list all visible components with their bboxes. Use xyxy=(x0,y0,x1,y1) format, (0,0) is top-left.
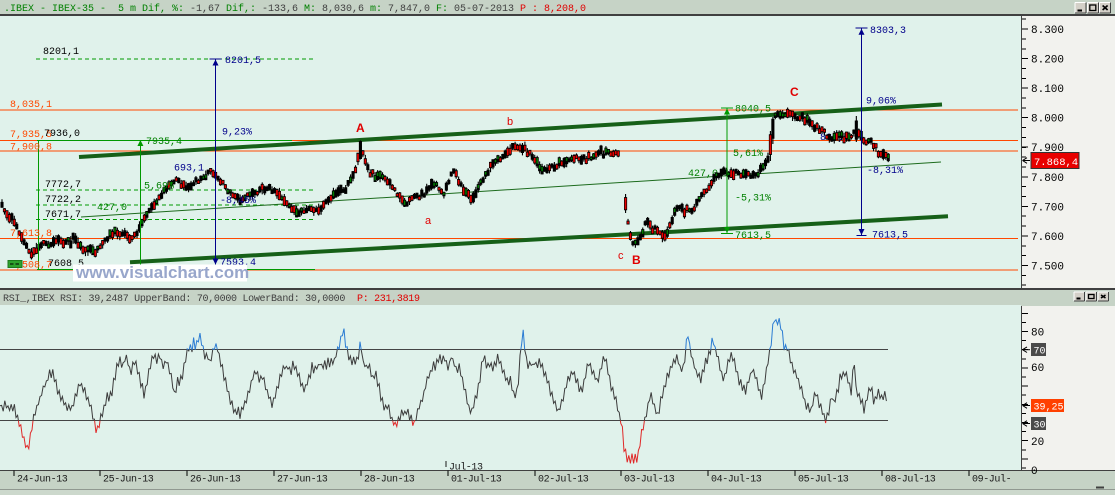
svg-text:7608,5: 7608,5 xyxy=(48,259,84,270)
svg-text:01-Jul-13: 01-Jul-13 xyxy=(451,474,502,486)
svg-text:8.200: 8.200 xyxy=(1031,55,1064,67)
svg-text:-8,31%: -8,31% xyxy=(867,166,903,177)
svg-text:8,030,6: 8,030,6 xyxy=(322,4,364,15)
svg-text:8040,5: 8040,5 xyxy=(735,105,771,116)
svg-text:80: 80 xyxy=(1031,328,1044,340)
svg-text:7613,5: 7613,5 xyxy=(735,231,771,242)
svg-text:0: 0 xyxy=(1031,466,1038,478)
svg-text:7772,7: 7772,7 xyxy=(45,180,81,191)
svg-text:Jul-13: Jul-13 xyxy=(449,462,483,474)
svg-text:7,935,5: 7,935,5 xyxy=(10,130,52,141)
svg-text:7.700: 7.700 xyxy=(1031,202,1064,214)
svg-text:Dif,:: Dif,: xyxy=(226,3,256,15)
svg-text:.IBEX - IBEX-35 - 5 m Dif, %:: .IBEX - IBEX-35 - 5 m Dif, %: xyxy=(4,3,184,15)
svg-text:P: 231,3819: P: 231,3819 xyxy=(357,294,420,305)
svg-text:7,847,0: 7,847,0 xyxy=(388,4,430,15)
svg-text:c: c xyxy=(618,250,624,262)
svg-text:7613,5: 7613,5 xyxy=(872,231,908,242)
svg-text:8.000: 8.000 xyxy=(1031,114,1064,126)
svg-text:70: 70 xyxy=(1034,347,1046,358)
svg-text:7,613,8: 7,613,8 xyxy=(10,229,52,240)
svg-text:a: a xyxy=(425,215,432,227)
svg-text:m:: m: xyxy=(370,4,382,15)
svg-text:05-07-2013: 05-07-2013 xyxy=(454,4,514,15)
svg-text:7.868,4: 7.868,4 xyxy=(1034,157,1078,169)
svg-text:5,61%: 5,61% xyxy=(733,149,763,160)
svg-text:693,1: 693,1 xyxy=(174,164,204,175)
svg-text:7722,2: 7722,2 xyxy=(45,195,81,206)
svg-text:28-Jun-13: 28-Jun-13 xyxy=(364,475,415,486)
svg-text:9,23%: 9,23% xyxy=(222,128,252,139)
svg-text:www.visualchart.com: www.visualchart.com xyxy=(75,263,249,282)
svg-text:7,900,8: 7,900,8 xyxy=(10,143,52,154)
svg-text:03-Jul-13: 03-Jul-13 xyxy=(624,474,675,486)
svg-text:P : 8,208,0: P : 8,208,0 xyxy=(520,4,586,15)
svg-text:RSI_,IBEX RSI: 39,2487 UpperBa: RSI_,IBEX RSI: 39,2487 UpperBand: 70,000… xyxy=(3,293,345,305)
svg-text:7.600: 7.600 xyxy=(1031,232,1064,244)
svg-text:B: B xyxy=(632,253,641,267)
svg-text:26-Jun-13: 26-Jun-13 xyxy=(190,475,241,486)
svg-text:60: 60 xyxy=(1031,363,1044,375)
svg-text:39,25: 39,25 xyxy=(1034,403,1064,414)
svg-text:5,69%: 5,69% xyxy=(144,182,174,193)
svg-text:7671,7: 7671,7 xyxy=(45,210,81,221)
svg-text:427,0: 427,0 xyxy=(688,169,718,180)
svg-text:M:: M: xyxy=(304,4,316,15)
svg-text:C: C xyxy=(790,85,799,99)
svg-text:8201,5: 8201,5 xyxy=(225,56,261,67)
svg-text:A: A xyxy=(356,121,365,135)
svg-text:8201,1: 8201,1 xyxy=(43,47,79,58)
svg-text:04-Jul-13: 04-Jul-13 xyxy=(711,474,762,486)
svg-text:7,508,7: 7,508,7 xyxy=(10,261,52,272)
svg-text:-5,31%: -5,31% xyxy=(735,194,771,205)
svg-text:7935,4: 7935,4 xyxy=(146,137,182,148)
svg-text:7593,4: 7593,4 xyxy=(220,258,256,269)
svg-text:30: 30 xyxy=(1034,421,1046,432)
svg-text:7936,0: 7936,0 xyxy=(44,129,80,140)
svg-text:05-Jul-13: 05-Jul-13 xyxy=(798,474,849,486)
svg-text:8,035,1: 8,035,1 xyxy=(10,100,52,111)
svg-text:09-Jul-: 09-Jul- xyxy=(972,474,1011,486)
svg-text:-133,6: -133,6 xyxy=(262,4,298,15)
svg-text:8.100: 8.100 xyxy=(1031,84,1064,96)
svg-text:27-Jun-13: 27-Jun-13 xyxy=(277,475,328,486)
svg-text:08-Jul-13: 08-Jul-13 xyxy=(885,474,936,486)
svg-text:-1,67: -1,67 xyxy=(190,4,220,15)
svg-text:F:: F: xyxy=(436,4,448,15)
svg-text:7.800: 7.800 xyxy=(1031,173,1064,185)
svg-text:7.500: 7.500 xyxy=(1031,261,1064,273)
svg-text:02-Jul-13: 02-Jul-13 xyxy=(538,474,589,486)
svg-text:8.300: 8.300 xyxy=(1031,25,1064,37)
svg-text:8303,3: 8303,3 xyxy=(870,26,906,37)
svg-text:b: b xyxy=(507,116,513,128)
svg-text:20: 20 xyxy=(1031,437,1044,449)
svg-text:427,0: 427,0 xyxy=(97,203,127,214)
svg-text:9,06%: 9,06% xyxy=(866,97,896,108)
svg-text:24-Jun-13: 24-Jun-13 xyxy=(17,475,68,486)
svg-text:25-Jun-13: 25-Jun-13 xyxy=(103,475,154,486)
svg-text:-8,45%: -8,45% xyxy=(220,196,256,207)
